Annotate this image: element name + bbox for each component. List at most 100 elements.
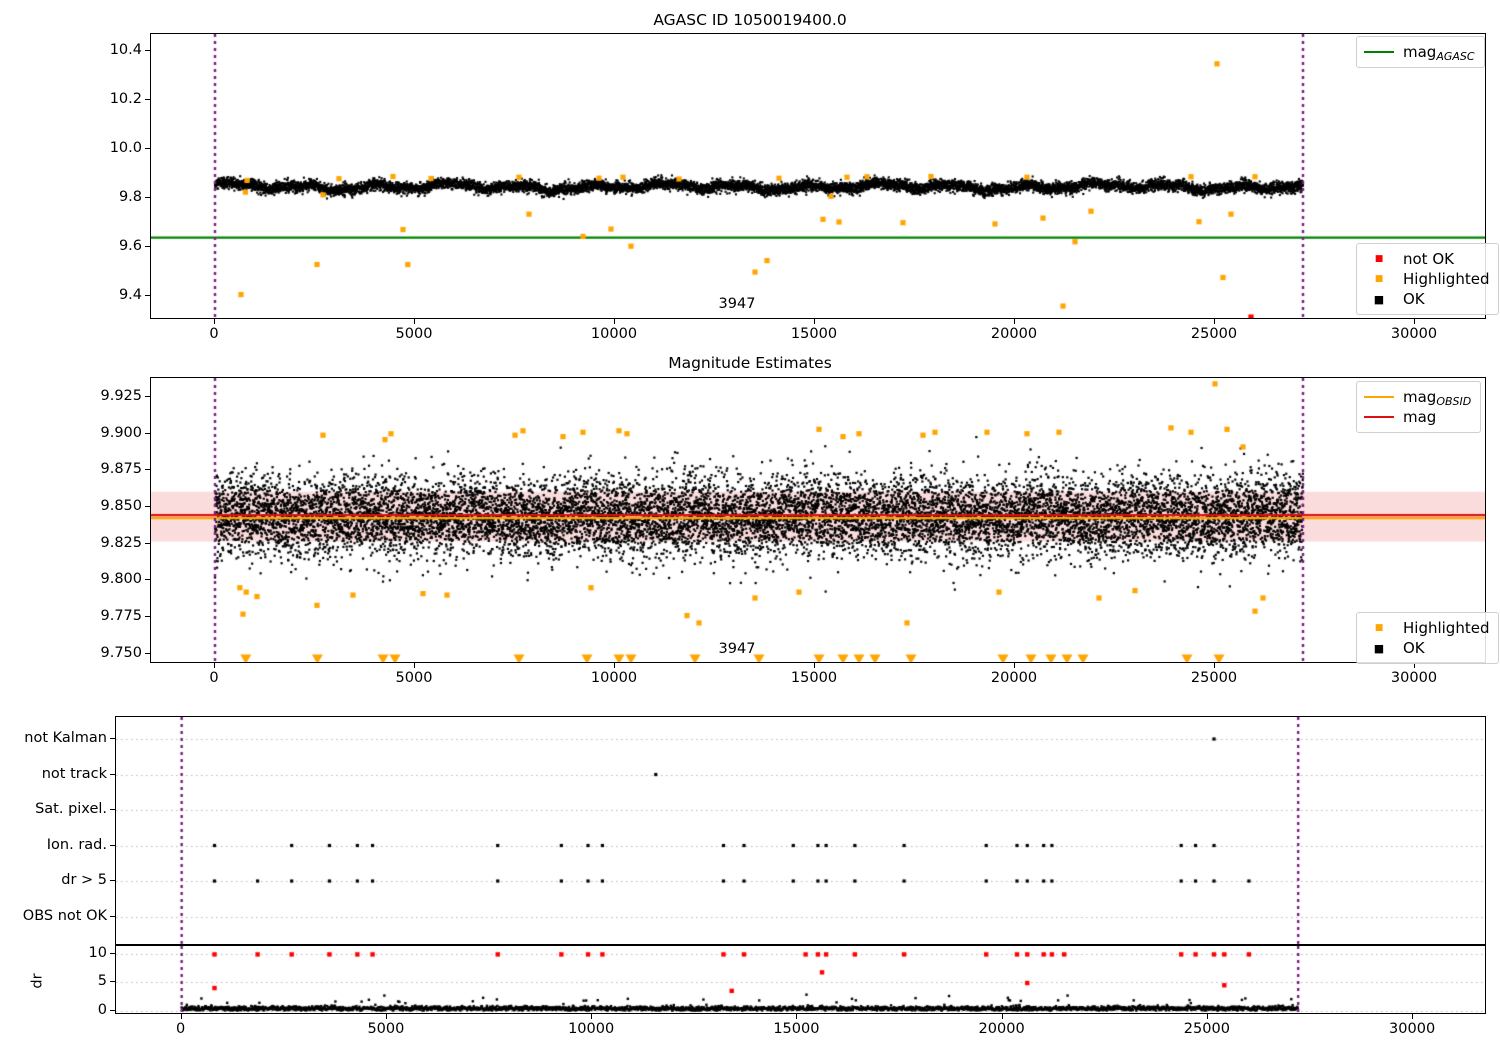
- legend-label: magOBSID: [1403, 388, 1472, 408]
- panel3-dr-ytick-label: 10: [88, 945, 107, 962]
- panel1-xtick-label: 30000: [1390, 326, 1438, 342]
- panel1-xtick-label: 25000: [1190, 326, 1238, 342]
- panel2-ytick-mark: [145, 469, 150, 471]
- panel3-category-label: OBS not OK: [22, 907, 107, 924]
- legend-label: Highlighted: [1403, 619, 1490, 637]
- legend-dot-swatch: ■: [1373, 292, 1385, 306]
- panel2-xtick-mark: [614, 663, 615, 668]
- panel1-xtick-mark: [1414, 319, 1415, 324]
- panel3-dr-axes: [115, 945, 1486, 1014]
- panel2-xtick-mark: [414, 663, 415, 668]
- panel3-category-tick: [110, 738, 115, 739]
- panel1-ytick-label: 10.0: [109, 139, 142, 156]
- panel3-xtick-mark: [385, 1014, 387, 1019]
- panel2-xtick-label: 30000: [1390, 670, 1438, 686]
- panel1-ytick-label: 9.8: [118, 188, 142, 205]
- legend-label: OK: [1403, 639, 1425, 657]
- panel1-ytick-mark: [145, 50, 150, 52]
- panel3-category-label: Sat. pixel.: [35, 801, 107, 818]
- panel2-ytick-mark: [145, 616, 150, 618]
- panel1-xtick-label: 15000: [790, 326, 838, 342]
- panel2-xtick-mark: [214, 663, 215, 668]
- legend-label: magAGASC: [1403, 43, 1475, 63]
- legend-label-subscript: OBSID: [1436, 395, 1472, 408]
- panel3-category-label: not track: [41, 765, 107, 782]
- panel2-xtick-mark: [1414, 663, 1415, 668]
- panel2-plot-canvas: [151, 378, 1485, 662]
- panel1-legend-status-item[interactable]: ■ OK: [1364, 289, 1489, 309]
- legend-line-swatch: [1364, 50, 1394, 54]
- panel3-xtick-mark: [180, 1014, 182, 1019]
- panel3-category-tick: [110, 844, 115, 846]
- panel1-plot-canvas: [151, 34, 1485, 318]
- panel1-ytick-mark: [145, 99, 150, 100]
- panel2-xtick-label: 15000: [790, 670, 838, 686]
- panel3-category-label: not Kalman: [24, 730, 107, 746]
- panel3-dr-axis-label: dr: [29, 973, 46, 989]
- panel1-xtick-mark: [414, 319, 415, 324]
- panel1-ytick-mark: [145, 245, 150, 247]
- panel1-legend-status-item[interactable]: ■ not OK: [1364, 249, 1489, 269]
- panel2-ytick-label: 9.875: [100, 461, 142, 478]
- panel1-ytick-mark: [145, 196, 150, 198]
- panel3-flags-canvas: [116, 717, 1485, 944]
- panel2-legend-status-item[interactable]: ■ OK: [1364, 638, 1489, 658]
- panel1-legend-magagasc-item[interactable]: magAGASC: [1364, 42, 1475, 63]
- panel3-dr-ytick-mark: [110, 1009, 115, 1011]
- panel3-flags-axes: [115, 716, 1486, 945]
- panel2-xtick-label: 25000: [1190, 670, 1238, 686]
- panel2-xtick-label: 10000: [590, 670, 638, 686]
- panel1-ytick-label: 9.4: [118, 286, 142, 303]
- panel2-xtick-mark: [1214, 663, 1215, 668]
- panel1-legend-magagasc[interactable]: magAGASC: [1356, 36, 1485, 68]
- legend-label: mag: [1403, 408, 1437, 426]
- panel3-xtick-label: 30000: [1389, 1021, 1436, 1037]
- panel2-ytick-label: 9.825: [100, 534, 142, 551]
- panel3-xtick-mark: [1001, 1014, 1003, 1019]
- panel1-xtick-mark: [1014, 319, 1015, 324]
- panel3-category-tick: [110, 809, 115, 811]
- legend-label: OK: [1403, 290, 1425, 308]
- panel1-xtick-label: 10000: [590, 326, 638, 342]
- panel3-dr-canvas: [116, 946, 1485, 1013]
- panel3-category-tick: [110, 880, 115, 882]
- panel1-xtick-label: 20000: [990, 326, 1038, 342]
- panel3-xtick-mark: [796, 1014, 798, 1019]
- panel2-legend-status[interactable]: ■ Highlighted ■ OK: [1356, 612, 1500, 664]
- legend-line-swatch: [1364, 395, 1394, 399]
- panel3-category-label: dr > 5: [61, 872, 107, 889]
- panel2-annotation: 3947: [718, 641, 756, 657]
- panel3-category-label: Ion. rad.: [46, 836, 107, 853]
- panel1-legend-status-item[interactable]: ■ Highlighted: [1364, 269, 1490, 289]
- panel2-legend-maglines-item[interactable]: magOBSID: [1364, 387, 1472, 408]
- panel1-ytick-label: 9.6: [118, 237, 142, 254]
- panel3-xtick-mark: [1412, 1014, 1414, 1019]
- panel2-legend-status-item[interactable]: ■ Highlighted: [1364, 618, 1490, 638]
- panel3-xtick-label: 20000: [978, 1021, 1025, 1037]
- panel1-xtick-label: 0: [209, 326, 219, 342]
- panel3-dr-ytick-mark: [110, 953, 115, 955]
- panel3-xtick-label: 0: [176, 1021, 186, 1037]
- panel1-xtick-label: 5000: [395, 326, 433, 342]
- panel3-dr-ytick-label: 5: [97, 973, 107, 990]
- panel3-xtick-label: 25000: [1183, 1021, 1230, 1037]
- panel2-legend-maglines-item[interactable]: mag: [1364, 407, 1471, 427]
- panel3-category-tick: [110, 915, 115, 917]
- panel1-axes: [150, 33, 1486, 319]
- panel1-xtick-mark: [214, 319, 215, 324]
- legend-label: Highlighted: [1403, 270, 1490, 288]
- panel2-legend-maglines[interactable]: magOBSID mag: [1356, 381, 1482, 433]
- panel2-ytick-label: 9.775: [100, 608, 142, 625]
- panel2-ytick-mark: [145, 432, 150, 434]
- panel1-legend-status[interactable]: ■ not OK ■ Highlighted ■ OK: [1356, 243, 1500, 315]
- panel2-ytick-mark: [145, 579, 150, 581]
- panel2-xtick-label: 5000: [395, 670, 433, 686]
- legend-dot-swatch: ■: [1374, 253, 1384, 264]
- panel3-xtick-mark: [591, 1014, 593, 1019]
- panel1-title: AGASC ID 1050019400.0: [653, 11, 847, 29]
- panel1-annotation: 3947: [718, 296, 756, 312]
- legend-dot-swatch: ■: [1374, 273, 1384, 284]
- panel1-xtick-mark: [814, 319, 815, 324]
- panel3-dr-ytick-label: 0: [97, 1001, 107, 1018]
